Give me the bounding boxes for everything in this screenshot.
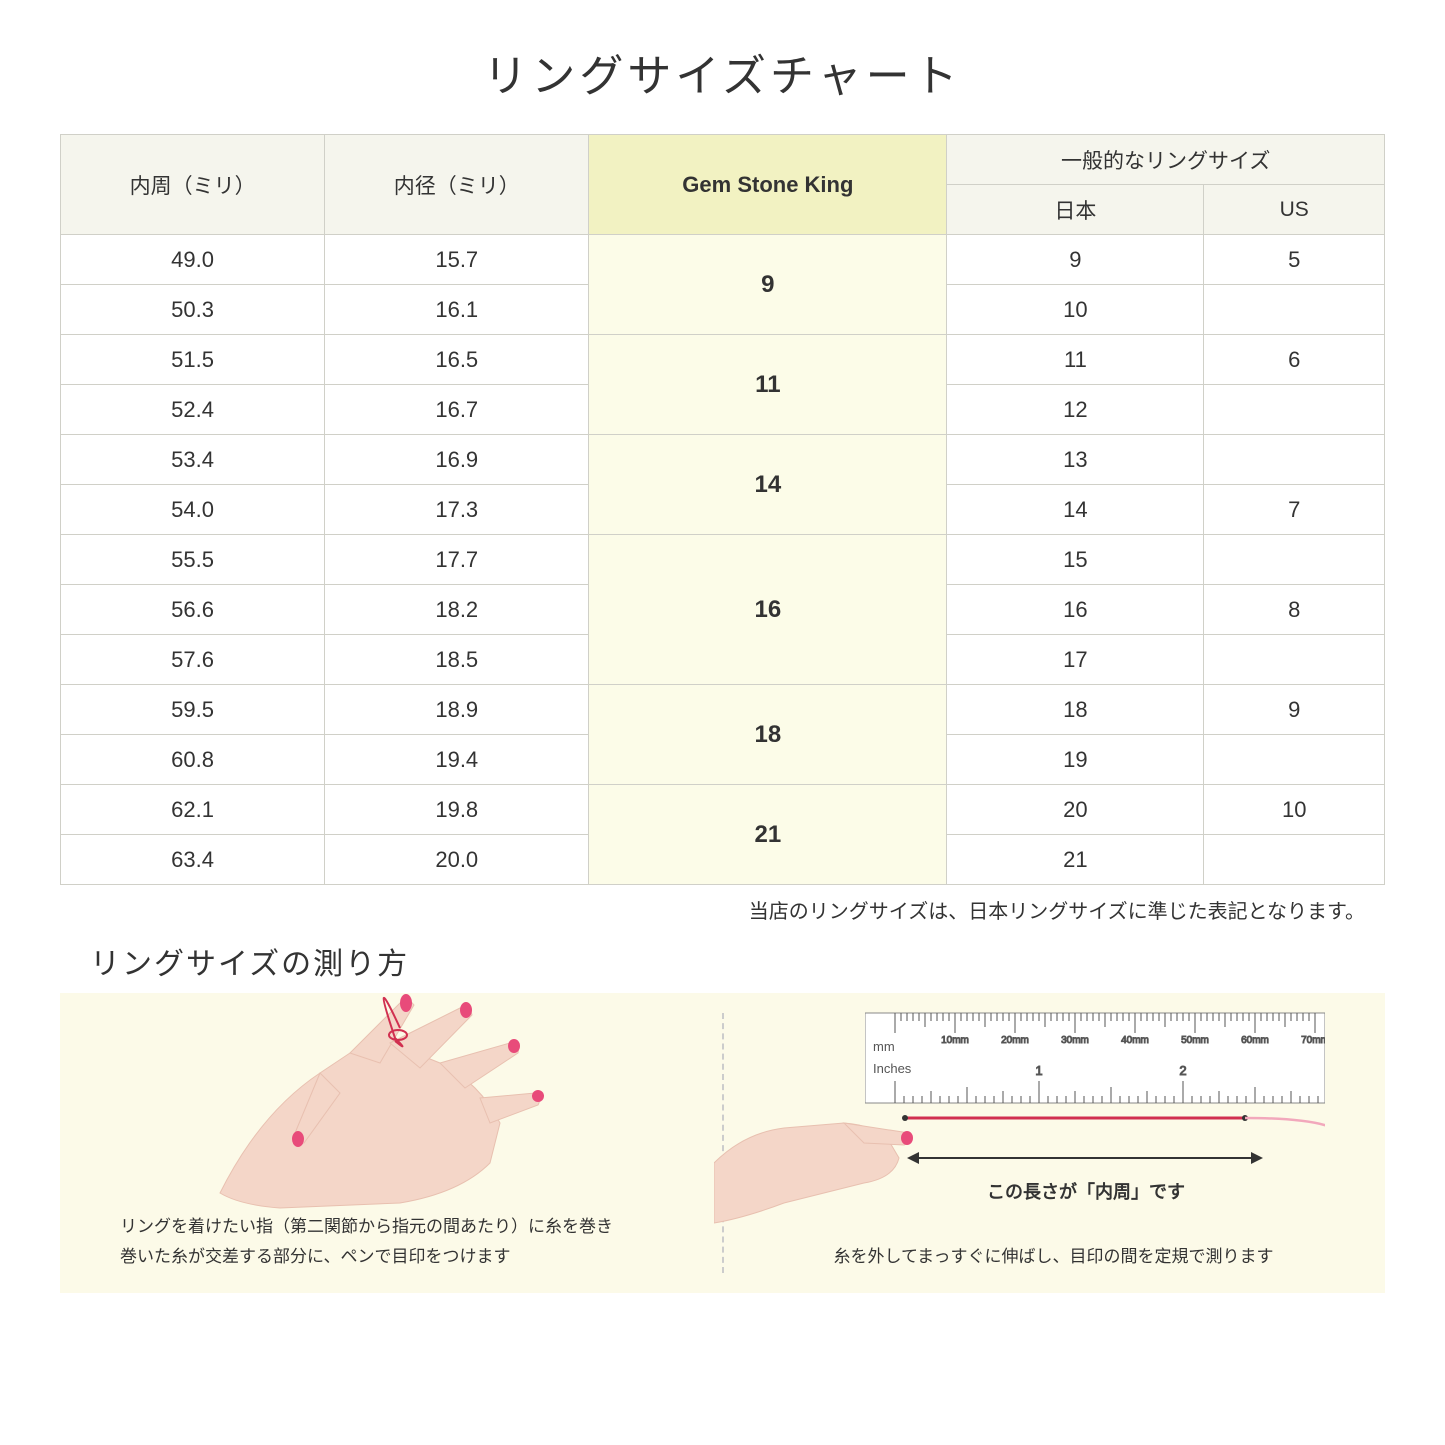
cell-us xyxy=(1204,635,1385,685)
svg-text:10mm: 10mm xyxy=(941,1035,969,1046)
cell-circumference: 57.6 xyxy=(61,635,325,685)
cell-japan: 21 xyxy=(947,835,1204,885)
cell-japan: 20 xyxy=(947,785,1204,835)
cell-japan: 9 xyxy=(947,235,1204,285)
header-us: US xyxy=(1204,185,1385,235)
cell-us: 6 xyxy=(1204,335,1385,385)
measure-left: リングを着けたい指（第二関節から指元の間あたり）に糸を巻き巻いた糸が交差する部分… xyxy=(60,993,722,1293)
cell-diameter: 18.5 xyxy=(325,635,589,685)
cell-circumference: 59.5 xyxy=(61,685,325,735)
svg-text:70mm: 70mm xyxy=(1301,1035,1325,1046)
svg-text:30mm: 30mm xyxy=(1061,1035,1089,1046)
cell-diameter: 20.0 xyxy=(325,835,589,885)
cell-japan: 16 xyxy=(947,585,1204,635)
table-row: 55.517.71615 xyxy=(61,535,1385,585)
page-title: リングサイズチャート xyxy=(60,40,1385,104)
cell-diameter: 16.9 xyxy=(325,435,589,485)
ruler-illustration: 10mm 20mm 30mm 40mm 50mm 60mm 70mm 1 2 mm Inche… xyxy=(865,1003,1325,1133)
svg-text:2: 2 xyxy=(1179,1063,1186,1078)
cell-us xyxy=(1204,435,1385,485)
cell-diameter: 15.7 xyxy=(325,235,589,285)
header-gsk: Gem Stone King xyxy=(589,135,947,235)
ruler-inches-label: Inches xyxy=(873,1061,912,1076)
cell-gsk: 21 xyxy=(589,785,947,885)
cell-circumference: 55.5 xyxy=(61,535,325,585)
cell-us: 8 xyxy=(1204,585,1385,635)
measure-right: 10mm 20mm 30mm 40mm 50mm 60mm 70mm 1 2 mm Inche… xyxy=(724,993,1386,1293)
cell-circumference: 63.4 xyxy=(61,835,325,885)
cell-diameter: 18.2 xyxy=(325,585,589,635)
cell-gsk: 9 xyxy=(589,235,947,335)
arrow-indicator xyxy=(905,1143,1265,1173)
cell-japan: 13 xyxy=(947,435,1204,485)
svg-text:40mm: 40mm xyxy=(1121,1035,1149,1046)
cell-japan: 11 xyxy=(947,335,1204,385)
cell-gsk: 16 xyxy=(589,535,947,685)
cell-us xyxy=(1204,735,1385,785)
cell-circumference: 62.1 xyxy=(61,785,325,835)
svg-text:1: 1 xyxy=(1035,1063,1042,1078)
table-row: 53.416.91413 xyxy=(61,435,1385,485)
cell-us xyxy=(1204,835,1385,885)
cell-us: 10 xyxy=(1204,785,1385,835)
cell-us: 9 xyxy=(1204,685,1385,735)
table-row: 51.516.511116 xyxy=(61,335,1385,385)
arrow-label: この長さが「内周」です xyxy=(987,1178,1185,1204)
cell-us xyxy=(1204,535,1385,585)
cell-diameter: 16.7 xyxy=(325,385,589,435)
header-general: 一般的なリングサイズ xyxy=(947,135,1385,185)
header-diameter: 内径（ミリ） xyxy=(325,135,589,235)
cell-diameter: 19.4 xyxy=(325,735,589,785)
cell-circumference: 50.3 xyxy=(61,285,325,335)
cell-japan: 18 xyxy=(947,685,1204,735)
measure-panel: リングを着けたい指（第二関節から指元の間あたり）に糸を巻き巻いた糸が交差する部分… xyxy=(60,993,1385,1293)
cell-us: 7 xyxy=(1204,485,1385,535)
cell-circumference: 56.6 xyxy=(61,585,325,635)
cell-japan: 17 xyxy=(947,635,1204,685)
left-caption: リングを着けたい指（第二関節から指元の間あたり）に糸を巻き巻いた糸が交差する部分… xyxy=(120,1212,680,1273)
svg-text:50mm: 50mm xyxy=(1181,1035,1209,1046)
cell-diameter: 19.8 xyxy=(325,785,589,835)
cell-us xyxy=(1204,385,1385,435)
svg-text:60mm: 60mm xyxy=(1241,1035,1269,1046)
cell-diameter: 16.5 xyxy=(325,335,589,385)
cell-diameter: 17.3 xyxy=(325,485,589,535)
cell-japan: 19 xyxy=(947,735,1204,785)
cell-circumference: 49.0 xyxy=(61,235,325,285)
table-row: 62.119.8212010 xyxy=(61,785,1385,835)
cell-circumference: 60.8 xyxy=(61,735,325,785)
cell-circumference: 54.0 xyxy=(61,485,325,535)
note-text: 当店のリングサイズは、日本リングサイズに準じた表記となります。 xyxy=(60,895,1385,924)
table-row: 59.518.918189 xyxy=(61,685,1385,735)
cell-circumference: 52.4 xyxy=(61,385,325,435)
size-chart-table: 内周（ミリ） 内径（ミリ） Gem Stone King 一般的なリングサイズ … xyxy=(60,134,1385,885)
cell-japan: 14 xyxy=(947,485,1204,535)
hand-right-illustration xyxy=(714,1083,914,1233)
table-row: 49.015.7995 xyxy=(61,235,1385,285)
right-caption: 糸を外してまっすぐに伸ばし、目印の間を定規で測ります xyxy=(774,1242,1334,1273)
hand-left-illustration xyxy=(200,993,560,1213)
svg-text:20mm: 20mm xyxy=(1001,1035,1029,1046)
cell-gsk: 14 xyxy=(589,435,947,535)
cell-gsk: 11 xyxy=(589,335,947,435)
ruler-mm-label: mm xyxy=(873,1039,895,1054)
cell-circumference: 53.4 xyxy=(61,435,325,485)
cell-diameter: 16.1 xyxy=(325,285,589,335)
cell-diameter: 17.7 xyxy=(325,535,589,585)
cell-japan: 15 xyxy=(947,535,1204,585)
header-japan: 日本 xyxy=(947,185,1204,235)
cell-diameter: 18.9 xyxy=(325,685,589,735)
cell-us xyxy=(1204,285,1385,335)
header-circumference: 内周（ミリ） xyxy=(61,135,325,235)
cell-gsk: 18 xyxy=(589,685,947,785)
cell-circumference: 51.5 xyxy=(61,335,325,385)
measure-title: リングサイズの測り方 xyxy=(90,939,1385,983)
cell-us: 5 xyxy=(1204,235,1385,285)
cell-japan: 10 xyxy=(947,285,1204,335)
cell-japan: 12 xyxy=(947,385,1204,435)
